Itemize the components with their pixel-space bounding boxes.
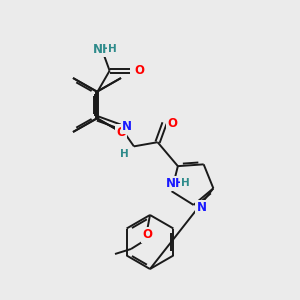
Text: H: H — [108, 44, 117, 53]
Text: O: O — [116, 125, 126, 139]
Text: NH: NH — [93, 43, 112, 56]
Text: H: H — [120, 149, 128, 159]
Text: N: N — [122, 120, 132, 133]
Text: O: O — [142, 229, 152, 242]
Text: O: O — [134, 64, 144, 77]
Text: H: H — [181, 178, 190, 188]
Text: N: N — [196, 201, 206, 214]
Text: O: O — [167, 116, 178, 130]
Text: NH: NH — [166, 177, 185, 190]
